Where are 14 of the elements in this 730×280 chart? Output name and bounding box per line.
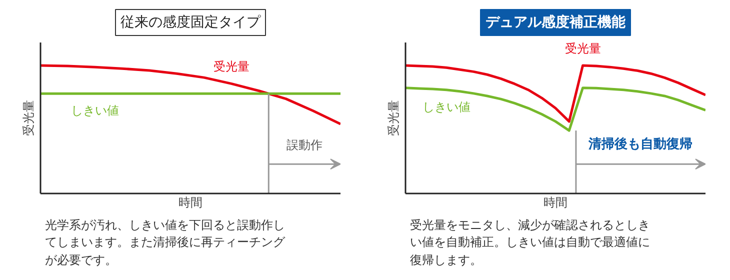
series-label: 受光量	[213, 60, 250, 74]
chart-title: デュアル感度補正機能	[486, 14, 626, 30]
chart-title: 従来の感度固定タイプ	[120, 14, 262, 30]
series-label: 受光量	[564, 42, 601, 56]
text: 受光量をモニタし、減少が確認されるとしきい値を自動補正。しきい値は自動で最適値に復帰します。	[410, 217, 650, 269]
x-axis-title: 時間	[178, 196, 202, 210]
y-axis-title: 受光量	[386, 100, 400, 136]
text: 光学系が汚れ、しきい値を下回ると誤動作してしまいます。また清掃後に再ティーチングが必要です。	[45, 217, 285, 269]
annotation: 清掃後も自動復帰	[588, 136, 693, 152]
series-label: しきい値	[422, 100, 470, 114]
series-label: しきい値	[71, 104, 120, 118]
annotation: 誤動作	[286, 138, 323, 152]
y-axis-title: 受光量	[22, 100, 36, 136]
x-axis-title: 時間	[544, 196, 568, 210]
